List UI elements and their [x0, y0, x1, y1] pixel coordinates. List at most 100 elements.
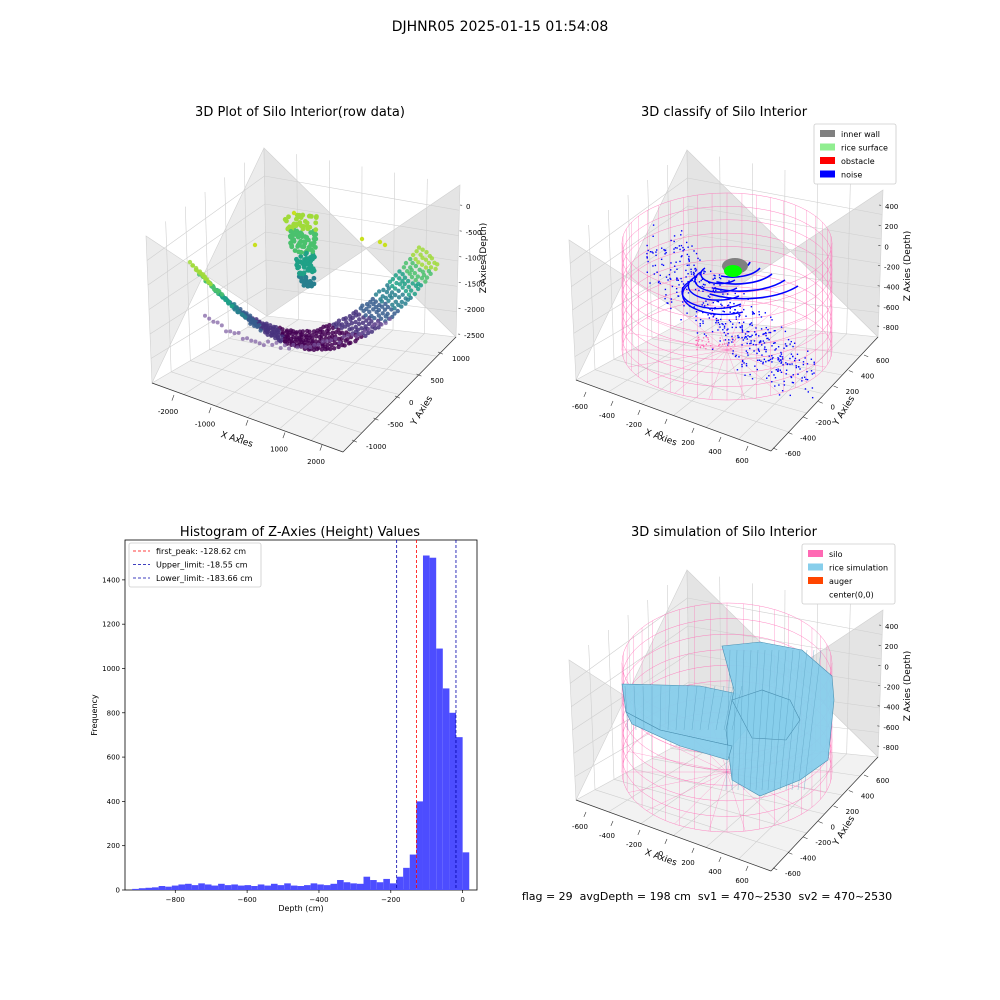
classify-noise-point	[699, 318, 702, 321]
classify-noise-point	[758, 311, 760, 313]
classify-noise-point	[778, 358, 780, 360]
classify-noise-point	[695, 269, 698, 271]
classify-noise-point	[804, 357, 806, 359]
classify-noise-point	[749, 342, 751, 345]
raw-point	[423, 279, 428, 284]
raw-point	[416, 245, 422, 250]
raw-point	[337, 340, 342, 345]
classify-noise-point	[751, 311, 754, 313]
raw-point	[313, 236, 319, 242]
status-footer: flag = 29 avgDepth = 198 cm sv1 = 470~25…	[522, 890, 892, 903]
classify-noise-point	[744, 335, 747, 338]
raw-point	[412, 291, 418, 297]
raw-plot-z-ticks: 0 -500 -1000 -1500 -2000 -2500	[457, 203, 486, 340]
raw-point	[366, 327, 371, 332]
classify-noise-point	[746, 338, 748, 340]
simulation-rice-mesh	[731, 649, 738, 791]
histogram-y-label: Frequency	[90, 694, 99, 736]
classify-noise-point	[733, 302, 735, 305]
raw-point	[248, 321, 253, 326]
raw-plot-x-ticks: -2000 -1000 0 1000 2000	[158, 394, 325, 466]
classify-noise-point	[695, 311, 698, 313]
classify-noise-point	[765, 361, 767, 363]
classify-noise-point	[741, 344, 743, 346]
raw-point	[343, 316, 349, 321]
classify-noise-point	[738, 313, 740, 316]
classify-noise-point	[735, 318, 738, 320]
raw-point	[240, 336, 245, 341]
classify-noise-point	[680, 234, 682, 236]
classify-noise-point	[737, 311, 739, 313]
classify-noise-point	[802, 363, 805, 366]
classify-noise-point	[677, 279, 679, 281]
classify-noise-point	[743, 321, 745, 323]
classify-noise-point	[725, 334, 727, 336]
raw-point	[353, 309, 359, 314]
classify-noise-point	[708, 317, 711, 319]
classify-noise-point	[709, 308, 711, 310]
simulation-silo-floor-spoke	[646, 733, 728, 773]
classify-noise-point	[699, 346, 702, 349]
histogram-x-tick-label: −400	[309, 896, 328, 904]
classify-noise-point	[711, 309, 714, 312]
raw-point	[382, 242, 388, 248]
classify-rice-surface-cluster	[722, 258, 748, 277]
raw-point	[203, 313, 207, 318]
classify-noise-point	[703, 272, 705, 274]
histogram-bar	[237, 885, 245, 890]
classify-noise-point	[757, 348, 760, 350]
raw-point	[319, 333, 324, 338]
raw-point	[358, 331, 363, 336]
classify-noise-point	[763, 348, 766, 350]
classify-noise-point	[738, 315, 740, 318]
classify-noise-point	[682, 246, 684, 249]
classify-noise-point	[747, 335, 749, 337]
classify-silo-floor-spoke	[726, 349, 780, 394]
raw-point	[296, 232, 302, 238]
raw-point	[265, 332, 270, 337]
raw-point	[396, 288, 401, 294]
raw-point	[252, 242, 258, 248]
classify-noise-point	[676, 279, 678, 281]
raw-point	[409, 267, 414, 273]
classify-plot-title: 3D classify of Silo Interior	[641, 105, 808, 120]
classify-noise-point	[701, 278, 704, 280]
raw-point	[405, 278, 411, 284]
classify-noise-arc	[681, 279, 742, 310]
classify-noise-point	[746, 330, 748, 333]
raw-point	[310, 268, 315, 274]
classify-noise-point	[781, 358, 784, 360]
classify-noise-point	[698, 338, 700, 341]
classify-noise-point	[714, 306, 716, 309]
classify-noise-point	[741, 331, 744, 333]
raw-point	[383, 301, 388, 307]
classify-noise-point	[676, 247, 678, 249]
raw-x-tick-label: 0	[240, 433, 244, 441]
classify-noise-point	[729, 320, 732, 323]
classify-noise-point	[719, 284, 721, 286]
classify-x-tick-label: 200	[681, 439, 694, 447]
raw-point	[211, 285, 216, 290]
classify-noise-point	[729, 307, 731, 310]
classify-noise-point	[699, 325, 701, 327]
histogram-bar	[429, 557, 437, 890]
raw-point	[406, 284, 411, 290]
classify-noise-point	[764, 312, 767, 314]
simulation-rice-mesh	[803, 649, 822, 791]
classify-noise-point	[738, 322, 741, 324]
classify-noise-point	[774, 385, 776, 387]
raw-point	[302, 234, 308, 240]
raw-point	[423, 257, 429, 262]
raw-point	[357, 317, 362, 322]
simulation-y-tick-label: 600	[876, 777, 889, 785]
classify-noise-point	[749, 373, 751, 376]
classify-noise-point	[734, 309, 736, 311]
classify-noise-point	[669, 269, 672, 271]
classify-noise-point	[771, 355, 773, 357]
raw-point	[376, 313, 382, 318]
classify-noise-point	[711, 348, 714, 350]
classify-legend-entry: rice surface	[841, 144, 888, 153]
classify-noise-point	[758, 359, 761, 361]
classify-noise-point	[796, 353, 799, 355]
classify-noise-point	[767, 328, 769, 331]
